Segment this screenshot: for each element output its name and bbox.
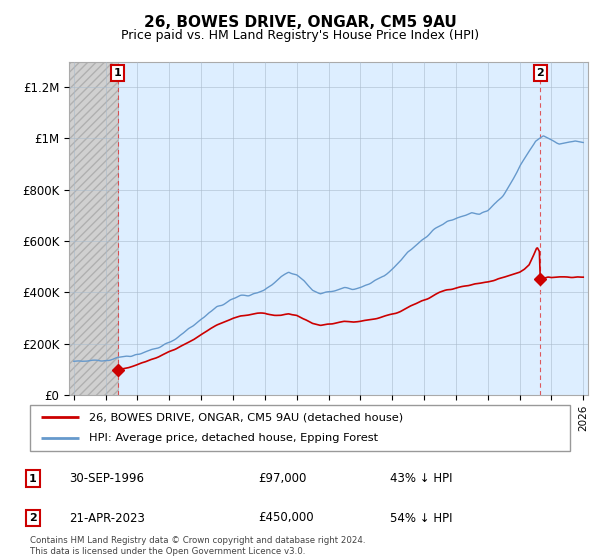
Text: 2: 2: [29, 513, 37, 523]
Text: 1: 1: [29, 474, 37, 484]
Text: 26, BOWES DRIVE, ONGAR, CM5 9AU (detached house): 26, BOWES DRIVE, ONGAR, CM5 9AU (detache…: [89, 412, 404, 422]
Text: 26, BOWES DRIVE, ONGAR, CM5 9AU: 26, BOWES DRIVE, ONGAR, CM5 9AU: [143, 15, 457, 30]
Text: 1: 1: [113, 68, 121, 78]
Text: HPI: Average price, detached house, Epping Forest: HPI: Average price, detached house, Eppi…: [89, 433, 379, 444]
Bar: [69, 62, 118, 395]
Text: £97,000: £97,000: [258, 472, 307, 486]
Text: 30-SEP-1996: 30-SEP-1996: [69, 472, 144, 486]
Text: 43% ↓ HPI: 43% ↓ HPI: [390, 472, 452, 486]
Text: 21-APR-2023: 21-APR-2023: [69, 511, 145, 525]
Text: Contains HM Land Registry data © Crown copyright and database right 2024.
This d: Contains HM Land Registry data © Crown c…: [30, 536, 365, 556]
Text: Price paid vs. HM Land Registry's House Price Index (HPI): Price paid vs. HM Land Registry's House …: [121, 29, 479, 42]
Text: £450,000: £450,000: [258, 511, 314, 525]
Text: 2: 2: [536, 68, 544, 78]
Text: 54% ↓ HPI: 54% ↓ HPI: [390, 511, 452, 525]
